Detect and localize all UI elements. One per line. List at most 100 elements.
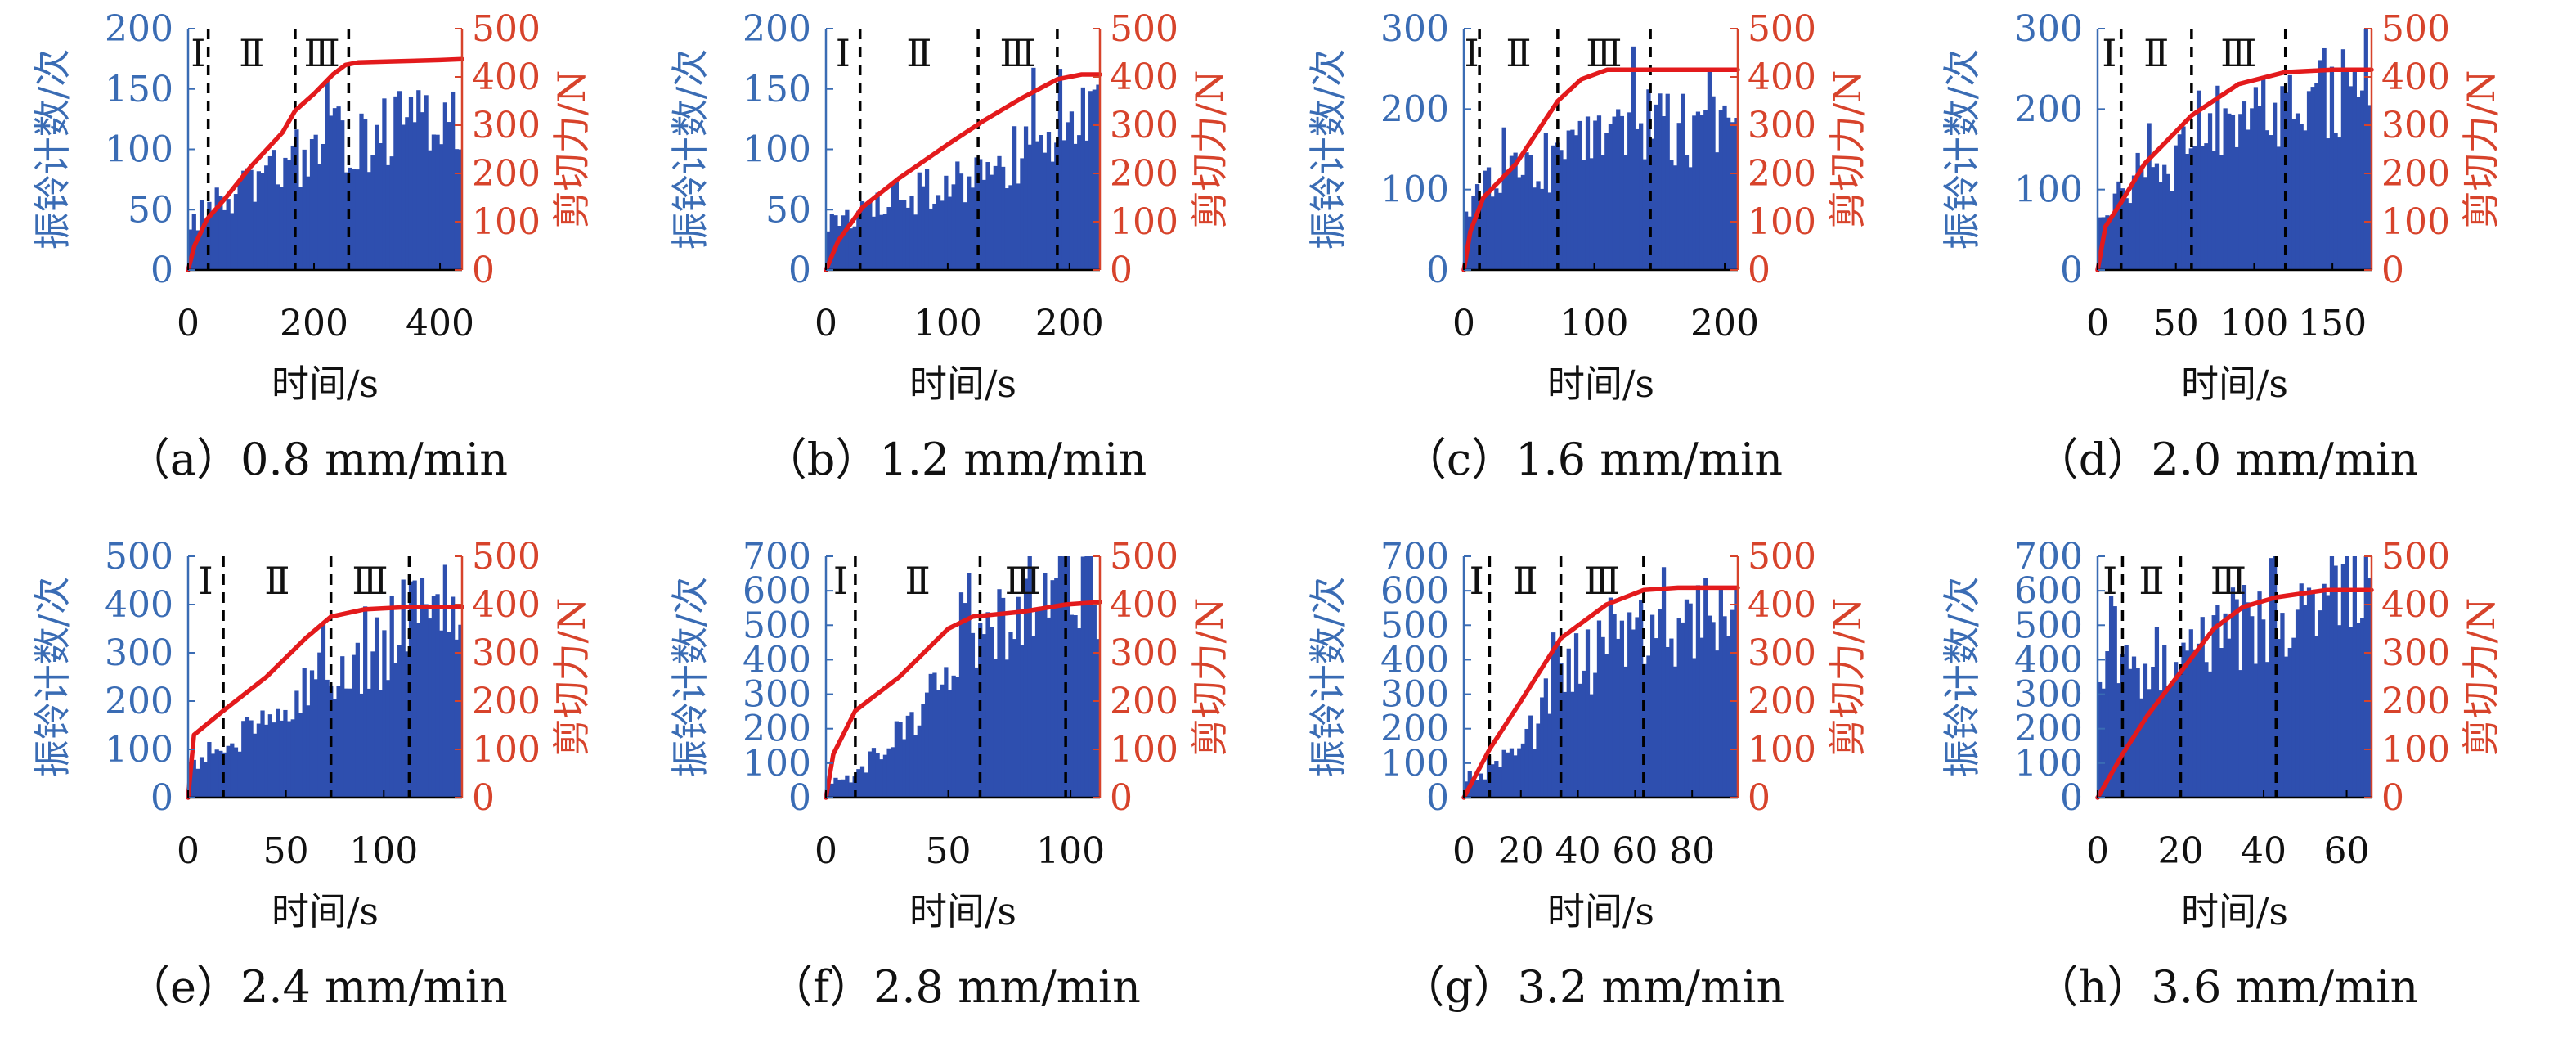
count-bar [2120, 188, 2125, 270]
count-bar [2352, 69, 2357, 270]
count-bar [2349, 627, 2354, 798]
x-tick-label: 80 [1669, 830, 1715, 872]
count-bar [317, 164, 322, 270]
count-bar [2162, 645, 2167, 798]
stage-label: Ⅱ [905, 559, 931, 603]
count-bar [1730, 122, 1735, 270]
count-bar [1562, 159, 1568, 270]
count-bar [1600, 155, 1605, 270]
left-tick-label: 100 [105, 729, 173, 771]
count-bar [298, 187, 303, 270]
count-bar [1559, 150, 1564, 270]
shear-force-line [1461, 67, 1740, 272]
count-bar [195, 230, 200, 270]
count-bar [879, 214, 884, 270]
count-bar [1566, 130, 1571, 270]
count-bar [264, 724, 269, 798]
count-bar [1734, 118, 1739, 270]
count-bar [2273, 556, 2278, 798]
count-bar [1715, 152, 1720, 270]
count-bar [2131, 656, 2137, 798]
right-tick-label: 500 [472, 8, 541, 50]
count-bar [917, 172, 922, 270]
count-bar [1092, 89, 1097, 270]
count-bar [2257, 591, 2262, 798]
count-bar [302, 668, 307, 798]
count-bar [1642, 159, 1647, 270]
count-bar [2250, 108, 2255, 270]
count-bar [1661, 115, 1667, 270]
stage-label: Ⅲ [999, 31, 1035, 75]
count-bar [1001, 597, 1006, 798]
count-bar [2264, 662, 2269, 798]
left-tick-label: 0 [1426, 777, 1449, 819]
right-tick-label: 300 [1748, 632, 1816, 674]
right-tick-label: 0 [1110, 250, 1133, 291]
count-bar [267, 714, 272, 798]
count-bar [2170, 191, 2174, 270]
count-bar [325, 679, 330, 798]
x-axis-title: 时间/s [909, 889, 1016, 933]
count-bar [1073, 615, 1078, 798]
count-bar [1562, 691, 1568, 798]
count-bar [886, 748, 891, 798]
right-axis-title: 剪切力/N [1187, 70, 1232, 229]
shear-force-line [2095, 67, 2374, 272]
count-bar [1669, 638, 1674, 798]
count-bar [1490, 196, 1495, 270]
count-bar [848, 782, 854, 798]
left-tick-label: 100 [1380, 169, 1449, 211]
right-tick-label: 500 [1748, 8, 1816, 50]
stage-label: Ⅱ [2143, 31, 2169, 75]
x-tick-label: 60 [2324, 830, 2370, 872]
right-tick-label: 200 [472, 153, 541, 195]
count-bar [233, 194, 239, 270]
count-bar [343, 172, 349, 270]
count-bar [2299, 583, 2304, 798]
count-bar [1073, 143, 1078, 270]
count-bar [1532, 187, 1537, 270]
count-bar [355, 642, 360, 798]
count-bar [967, 176, 972, 270]
right-tick-label: 100 [1748, 729, 1816, 771]
count-bar [2124, 198, 2129, 270]
count-bar [1593, 120, 1598, 270]
left-tick-label: 150 [743, 69, 811, 110]
stage-label: Ⅰ [836, 31, 850, 75]
count-bar [1069, 614, 1075, 798]
count-bar [951, 184, 956, 270]
stage-label: Ⅲ [303, 31, 339, 75]
right-tick-label: 100 [472, 201, 541, 243]
right-axis-title: 剪切力/N [2459, 70, 2503, 229]
count-bar [848, 228, 854, 270]
count-bar [1012, 126, 1017, 270]
count-bar [852, 226, 857, 270]
right-tick-label: 400 [1110, 56, 1178, 98]
shear-force-line [186, 56, 464, 272]
count-bar [985, 162, 990, 270]
count-bar [1069, 111, 1075, 270]
count-bar [859, 201, 865, 270]
count-bar [2200, 617, 2205, 798]
count-bar [1608, 124, 1613, 270]
stage-label: Ⅰ [1464, 31, 1479, 75]
count-bar [891, 747, 895, 798]
count-bar [2314, 636, 2319, 798]
right-tick-label: 200 [1748, 153, 1816, 195]
stage-label: Ⅲ [1584, 559, 1620, 603]
count-bar [1057, 69, 1063, 270]
count-bar [1681, 93, 1685, 270]
right-tick-label: 400 [472, 56, 541, 98]
count-bar [990, 627, 994, 798]
count-bar [924, 692, 930, 798]
count-bar [397, 645, 402, 798]
count-bar [260, 173, 265, 270]
count-bar [932, 672, 937, 798]
count-bar [210, 753, 216, 798]
count-bar [451, 596, 456, 798]
count-bar [435, 134, 440, 270]
count-bar [2291, 637, 2296, 798]
count-bar [294, 129, 299, 270]
count-bar [1577, 683, 1582, 798]
count-bar [2181, 642, 2186, 798]
